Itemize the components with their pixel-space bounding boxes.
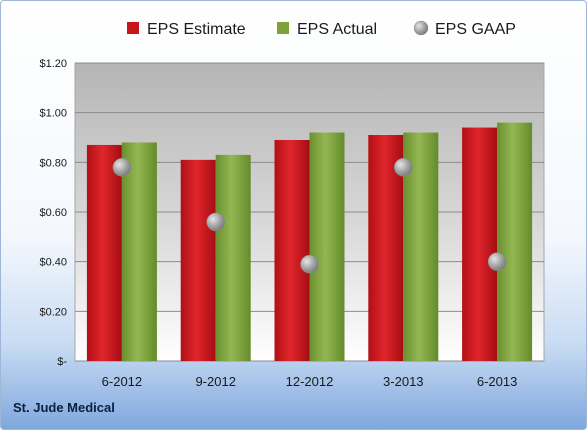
bar-eps-actual	[309, 132, 345, 361]
legend-label-eps-estimate: EPS Estimate	[147, 21, 246, 38]
bar-eps-estimate	[86, 144, 122, 361]
y-tick-label: $0.40	[39, 257, 67, 269]
bar-eps-actual	[121, 142, 157, 361]
y-tick-label: $0.80	[39, 157, 67, 169]
company-name: St. Jude Medical	[13, 400, 115, 415]
legend-label-eps-actual: EPS Actual	[297, 21, 377, 38]
y-tick-label: $0.20	[39, 306, 67, 318]
dot-eps-gaap	[394, 158, 413, 177]
x-tick-label: 6-2013	[477, 374, 517, 389]
legend-swatch-eps-gaap	[413, 20, 429, 36]
bar-eps-actual	[215, 154, 251, 361]
y-tick-label: $1.00	[39, 108, 67, 120]
x-tick-label: 6-2012	[102, 374, 142, 389]
dot-eps-gaap	[300, 254, 319, 274]
x-tick-label: 9-2012	[195, 374, 235, 389]
bar-eps-estimate	[274, 139, 310, 361]
bar-eps-estimate	[180, 159, 216, 361]
x-tick-label: 12-2012	[286, 374, 334, 389]
dot-eps-gaap	[487, 252, 507, 271]
legend-label-eps-gaap: EPS GAAP	[435, 21, 516, 38]
bar-eps-estimate	[462, 127, 498, 361]
y-tick-label: $-	[57, 356, 67, 368]
dot-eps-gaap	[112, 158, 132, 177]
legend-swatch-eps-estimate	[127, 22, 139, 34]
bar-eps-actual	[497, 122, 533, 361]
legend-swatch-eps-actual	[277, 22, 289, 34]
y-tick-label: $0.60	[39, 207, 67, 219]
y-tick-label: $1.20	[39, 58, 67, 70]
dot-eps-gaap	[206, 212, 225, 232]
x-tick-label: 3-2013	[383, 374, 423, 389]
